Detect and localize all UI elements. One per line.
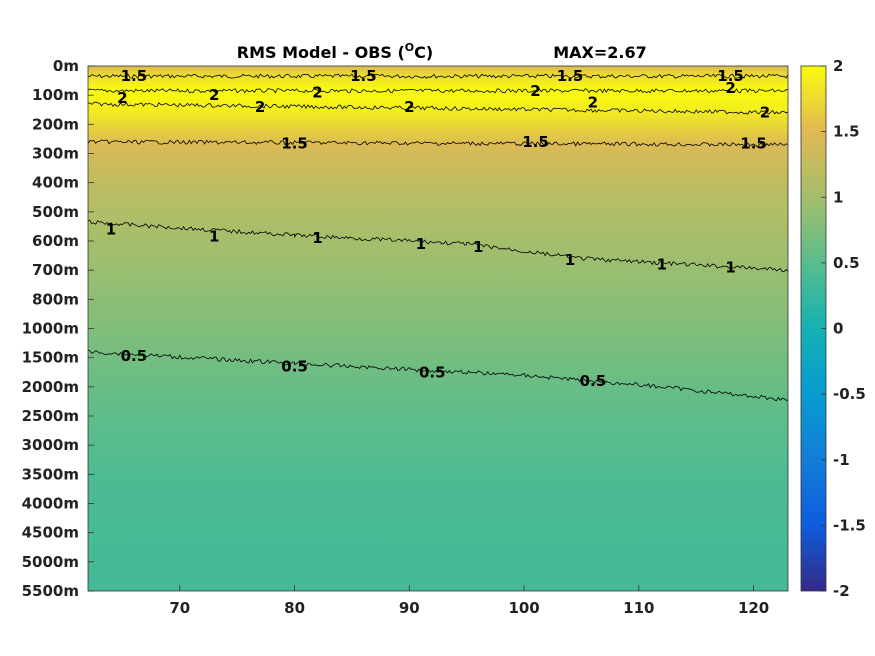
x-tick-label: 90 [399, 599, 420, 617]
colorbar-tick-label: -1 [833, 451, 850, 469]
y-tick-label: 1500m [22, 349, 79, 367]
max-label: MAX=2.67 [553, 43, 647, 62]
x-tick-label: 100 [508, 599, 539, 617]
colorbar-tick-label: -0.5 [833, 385, 866, 403]
x-tick-label: 110 [623, 599, 654, 617]
contour-label: 2 [588, 94, 598, 112]
y-tick-label: 500m [32, 203, 79, 221]
contour-line-5 [87, 349, 789, 402]
contour-label: 0.5 [419, 363, 446, 381]
contour-line-4 [87, 220, 789, 273]
y-tick-label: 4000m [22, 495, 79, 513]
contour-labels: 1.5 1.5 1.5 1.52 2 2 2 22 2 221.5 1.5 1.51 1 1 1 11 1 10.… [106, 67, 770, 390]
colorbar-tick-label: -1.5 [833, 516, 866, 534]
contour-lines [87, 73, 789, 402]
contour-label: 1.5 [522, 133, 549, 151]
y-tick-label: 2500m [22, 407, 79, 425]
colorbar-tick-label: 2 [833, 57, 843, 75]
y-tick-label: 200m [32, 115, 79, 133]
colorbar-tick-label: 0.5 [833, 254, 860, 272]
chart-title: RMS Model - OBS (OC) [237, 41, 433, 62]
y-tick-label: 400m [32, 174, 79, 192]
contour-label: 0.5 [281, 357, 308, 375]
contour-label: 1.5 [717, 67, 744, 85]
y-tick-label: 700m [32, 261, 79, 279]
y-tick-label: 800m [32, 290, 79, 308]
contour-label: 1 [657, 255, 667, 273]
y-tick-label: 2000m [22, 378, 79, 396]
contour-label: 0.5 [580, 372, 607, 390]
y-tick-label: 3500m [22, 465, 79, 483]
y-tick-label: 300m [32, 145, 79, 163]
contour-label: 1.5 [350, 67, 377, 85]
contour-label: 2 [312, 83, 322, 101]
contour-line-0 [87, 73, 789, 79]
plot-field [88, 66, 788, 591]
x-tick-label: 70 [169, 599, 190, 617]
contour-line-1 [87, 88, 789, 94]
x-tick-label: 120 [738, 599, 769, 617]
contour-label: 1 [209, 228, 219, 246]
y-tick-label: 5000m [22, 553, 79, 571]
contour-label: 1 [106, 220, 116, 238]
contour-label: 1.5 [557, 67, 584, 85]
y-tick-label: 1000m [22, 320, 79, 338]
colorbar-tick-label: -2 [833, 582, 850, 600]
contour-label: 1 [416, 235, 426, 253]
colorbar-tick-label: 0 [833, 320, 843, 338]
colorbar-tick-label: 1.5 [833, 123, 860, 141]
contour-label: 1 [725, 258, 735, 276]
colorbar-tick-label: 1 [833, 188, 843, 206]
x-axis: 70 80 90 100 110 120 [169, 585, 769, 617]
contour-label: 1 [312, 229, 322, 247]
contour-label: 1.5 [121, 67, 148, 85]
contour-label: 2 [117, 89, 127, 107]
contour-label: 2 [255, 98, 265, 116]
contour-label: 2 [530, 82, 540, 100]
y-tick-label: 3000m [22, 436, 79, 454]
contour-line-2 [87, 101, 789, 115]
contour-label: 2 [760, 104, 770, 122]
y-tick-label: 600m [32, 232, 79, 250]
contour-label: 1.5 [740, 134, 767, 152]
contour-label: 2 [725, 79, 735, 97]
y-tick-label: 100m [32, 86, 79, 104]
y-tick-label: 0m [53, 57, 79, 75]
contour-label: 0.5 [121, 347, 148, 365]
x-tick-label: 80 [284, 599, 305, 617]
contour-label: 2 [404, 98, 414, 116]
contour-label: 1 [565, 251, 575, 269]
y-axis: 0m 100m 200m 300m 400m 500m 600m 700m 800m 1000m 1… [22, 57, 94, 600]
y-tick-label: 4500m [22, 524, 79, 542]
colorbar-axis: 2 1.5 1 0.5 0 -0.5 -1 -1.5 -2 [821, 57, 866, 600]
contour-label: 1 [473, 238, 483, 256]
y-tick-label: 5500m [22, 582, 79, 600]
contour-label: 1.5 [281, 134, 308, 152]
contour-label: 2 [209, 86, 219, 104]
contour-line-3 [87, 139, 789, 147]
